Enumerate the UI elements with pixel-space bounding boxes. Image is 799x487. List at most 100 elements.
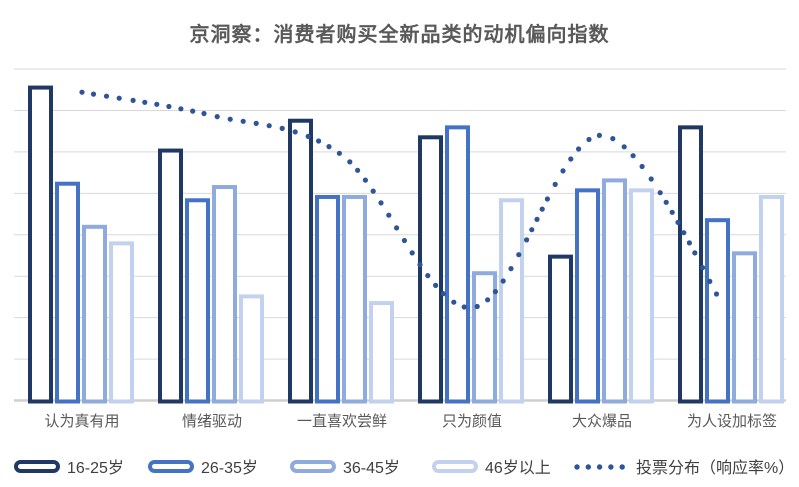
bar-26-35岁-大众爆品 xyxy=(575,188,600,404)
vote-distribution-dot xyxy=(103,93,110,99)
legend-swatch-icon xyxy=(148,459,194,473)
vote-distribution-dot xyxy=(394,225,400,231)
vote-distribution-dot xyxy=(305,133,311,139)
vote-distribution-dot xyxy=(116,95,122,101)
bar-26-35岁-认为真有用 xyxy=(55,181,80,404)
bar-36-45岁-一直喜欢尝鲜 xyxy=(342,194,367,404)
plot-area xyxy=(14,68,786,404)
vote-distribution-dot xyxy=(214,114,220,120)
vote-distribution-dot xyxy=(90,91,97,97)
vote-distribution-dot xyxy=(336,150,342,156)
vote-distribution-dot xyxy=(266,123,272,129)
vote-distribution-dot xyxy=(669,209,675,215)
legend-item-投票分布（响应率%）[interactable]: 投票分布（响应率%） xyxy=(572,456,795,477)
vote-distribution-dot xyxy=(596,132,603,138)
bar-36-45岁-认为真有用 xyxy=(82,224,107,404)
bar-46岁以上-只为颜值 xyxy=(499,198,524,404)
vote-distribution-dot xyxy=(576,146,582,152)
vote-distribution-dot xyxy=(178,106,184,112)
vote-distribution-dot xyxy=(386,212,392,218)
legend-swatch-icon xyxy=(290,459,336,473)
vote-distribution-dot xyxy=(539,206,545,212)
vote-distribution-dot xyxy=(253,120,259,126)
vote-distribution-dot xyxy=(378,200,384,206)
vote-distribution-dot xyxy=(485,297,491,303)
x-axis-label-情绪驱动: 情绪驱动 xyxy=(181,413,242,430)
vote-distribution-dot xyxy=(154,101,160,107)
vote-distribution-dot xyxy=(440,291,446,297)
vote-distribution-dot xyxy=(355,167,361,173)
legend-label: 46岁以上 xyxy=(485,460,551,477)
legend-item-36-45岁[interactable]: 36-45岁 xyxy=(290,456,400,477)
vote-distribution-dot xyxy=(529,227,535,233)
vote-distribution-dot xyxy=(130,97,136,103)
vote-distribution-dot xyxy=(201,110,207,117)
vote-distribution-dot xyxy=(279,125,285,131)
vote-distribution-dot xyxy=(648,176,654,182)
legend-item-16-25岁[interactable]: 16-25岁 xyxy=(14,456,124,477)
legend-swatch-icon xyxy=(14,459,60,473)
vote-distribution-dot xyxy=(401,237,407,244)
bar-26-35岁-为人设加标签 xyxy=(705,218,730,404)
vote-distribution-dot xyxy=(370,188,376,194)
vote-distribution-dot xyxy=(552,181,558,187)
bar-36-45岁-大众爆品 xyxy=(602,178,627,404)
vote-distribution-dot xyxy=(568,156,574,162)
vote-distribution-dot xyxy=(692,250,698,256)
x-axis-label-大众爆品: 大众爆品 xyxy=(571,413,632,430)
vote-distribution-dot xyxy=(142,99,148,105)
bar-46岁以上-一直喜欢尝鲜 xyxy=(369,301,394,404)
bar-46岁以上-认为真有用 xyxy=(109,241,134,404)
vote-distribution-dot xyxy=(657,190,663,196)
vote-distribution-dot xyxy=(639,163,645,170)
vote-distribution-dot xyxy=(347,159,353,165)
x-axis-label-为人设加标签: 为人设加标签 xyxy=(686,413,777,430)
vote-distribution-dot xyxy=(630,153,636,159)
vote-distribution-dot xyxy=(474,303,480,310)
bar-36-45岁-只为颜值 xyxy=(472,271,497,404)
vote-distribution-dot xyxy=(417,262,423,268)
vote-distribution-dot xyxy=(663,199,669,205)
legend-item-26-35岁[interactable]: 26-35岁 xyxy=(148,456,258,477)
vote-distribution-dot xyxy=(524,237,530,243)
vote-distribution-dot xyxy=(586,136,592,143)
vote-distribution-dot xyxy=(326,144,332,150)
vote-distribution-dot xyxy=(713,291,720,297)
vote-distribution-dot xyxy=(227,116,233,122)
vote-distribution-dot xyxy=(508,266,514,272)
chart-title: 京洞察：消费者购买全新品类的动机偏向指数 xyxy=(189,24,610,46)
bar-46岁以上-大众爆品 xyxy=(629,188,654,404)
bar-26-35岁-一直喜欢尝鲜 xyxy=(315,194,340,404)
vote-distribution-dot xyxy=(362,177,368,183)
bar-46岁以上-为人设加标签 xyxy=(759,194,784,404)
legend-label: 36-45岁 xyxy=(343,460,400,477)
bar-16-25岁-认为真有用 xyxy=(28,85,53,404)
vote-distribution-dot xyxy=(681,230,687,236)
vote-distribution-dot xyxy=(544,196,551,202)
vote-distribution-dot xyxy=(675,219,681,225)
bar-16-25岁-为人设加标签 xyxy=(678,125,703,404)
vote-distribution-dot xyxy=(707,278,713,284)
bar-16-25岁-一直喜欢尝鲜 xyxy=(288,118,313,404)
vote-distribution-dot xyxy=(461,304,467,310)
vote-distribution-dot xyxy=(492,289,498,295)
vote-distribution-dot xyxy=(451,299,457,305)
vote-distribution-dot xyxy=(190,108,196,114)
vote-distribution-dot xyxy=(686,240,693,246)
x-axis-label-一直喜欢尝鲜: 一直喜欢尝鲜 xyxy=(296,413,387,430)
vote-distribution-dot xyxy=(316,138,322,144)
vote-distribution-dot xyxy=(534,216,540,222)
legend-item-46岁以上[interactable]: 46岁以上 xyxy=(432,456,551,477)
vote-distribution-dot xyxy=(500,278,506,284)
legend-label: 投票分布（响应率%） xyxy=(636,460,795,477)
vote-distribution-dot xyxy=(516,252,522,258)
vote-distribution-dot xyxy=(560,168,566,174)
bar-46岁以上-情绪驱动 xyxy=(239,294,264,404)
bar-16-25岁-情绪驱动 xyxy=(158,148,183,404)
vote-distribution-dot xyxy=(621,144,627,150)
vote-distribution-dot xyxy=(700,265,706,271)
bar-16-25岁-只为颜值 xyxy=(418,135,443,404)
vote-distribution-dot xyxy=(409,250,415,256)
bar-36-45岁-为人设加标签 xyxy=(732,251,757,404)
